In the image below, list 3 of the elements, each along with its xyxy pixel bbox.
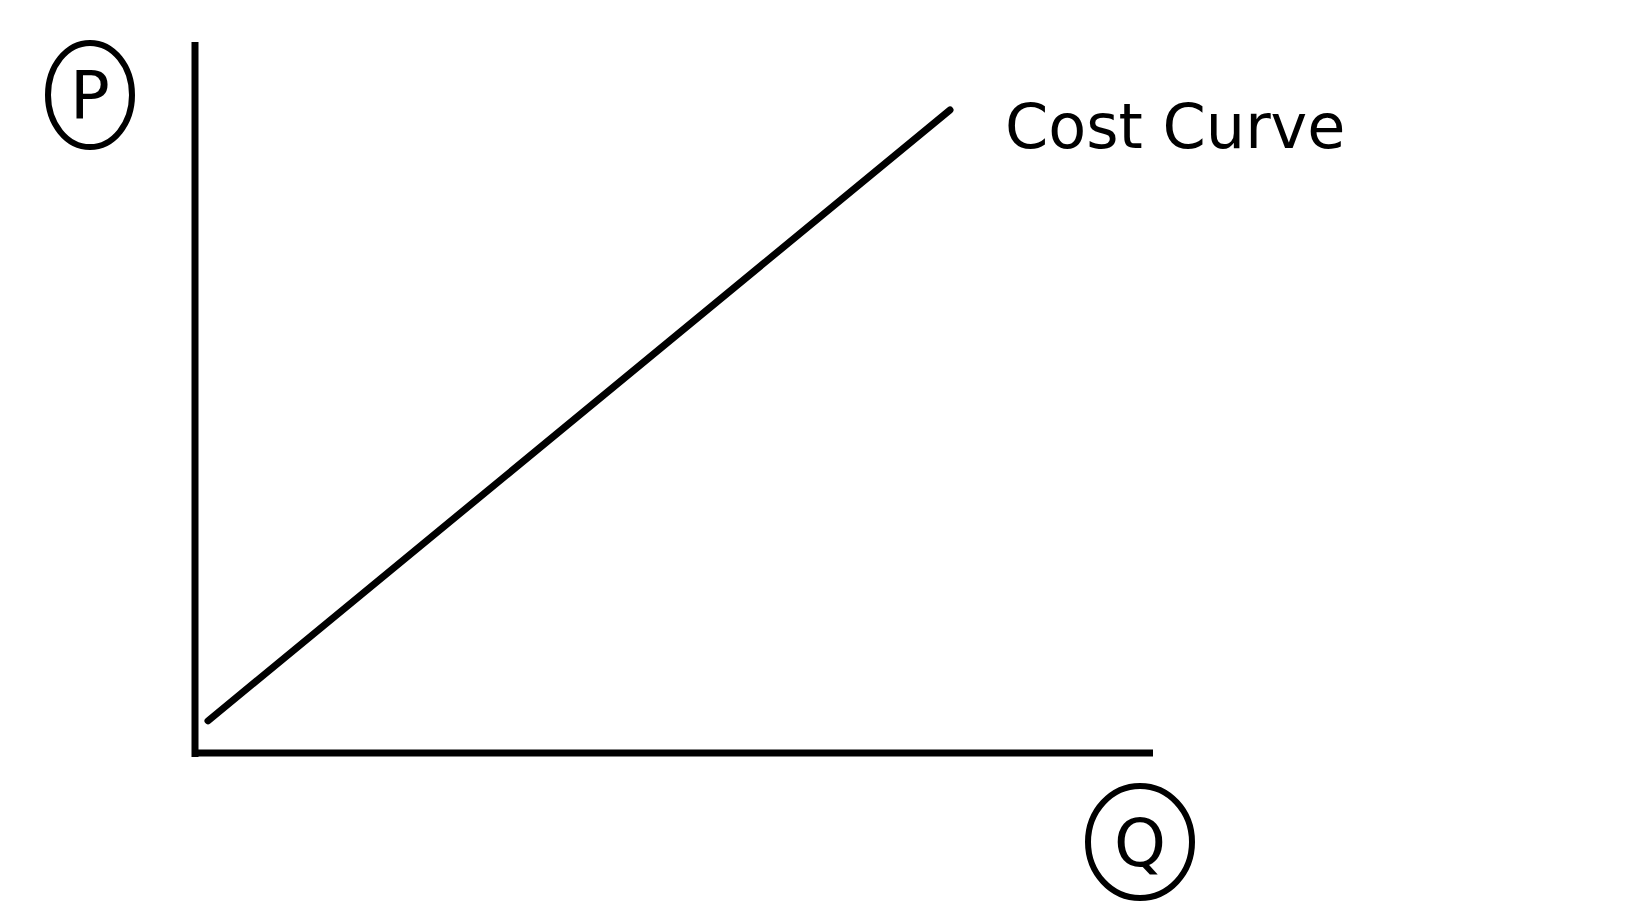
y-axis-title: P	[70, 57, 110, 134]
series-label: Cost Curve	[1005, 90, 1346, 163]
x-axis-title: Q	[1114, 805, 1166, 882]
